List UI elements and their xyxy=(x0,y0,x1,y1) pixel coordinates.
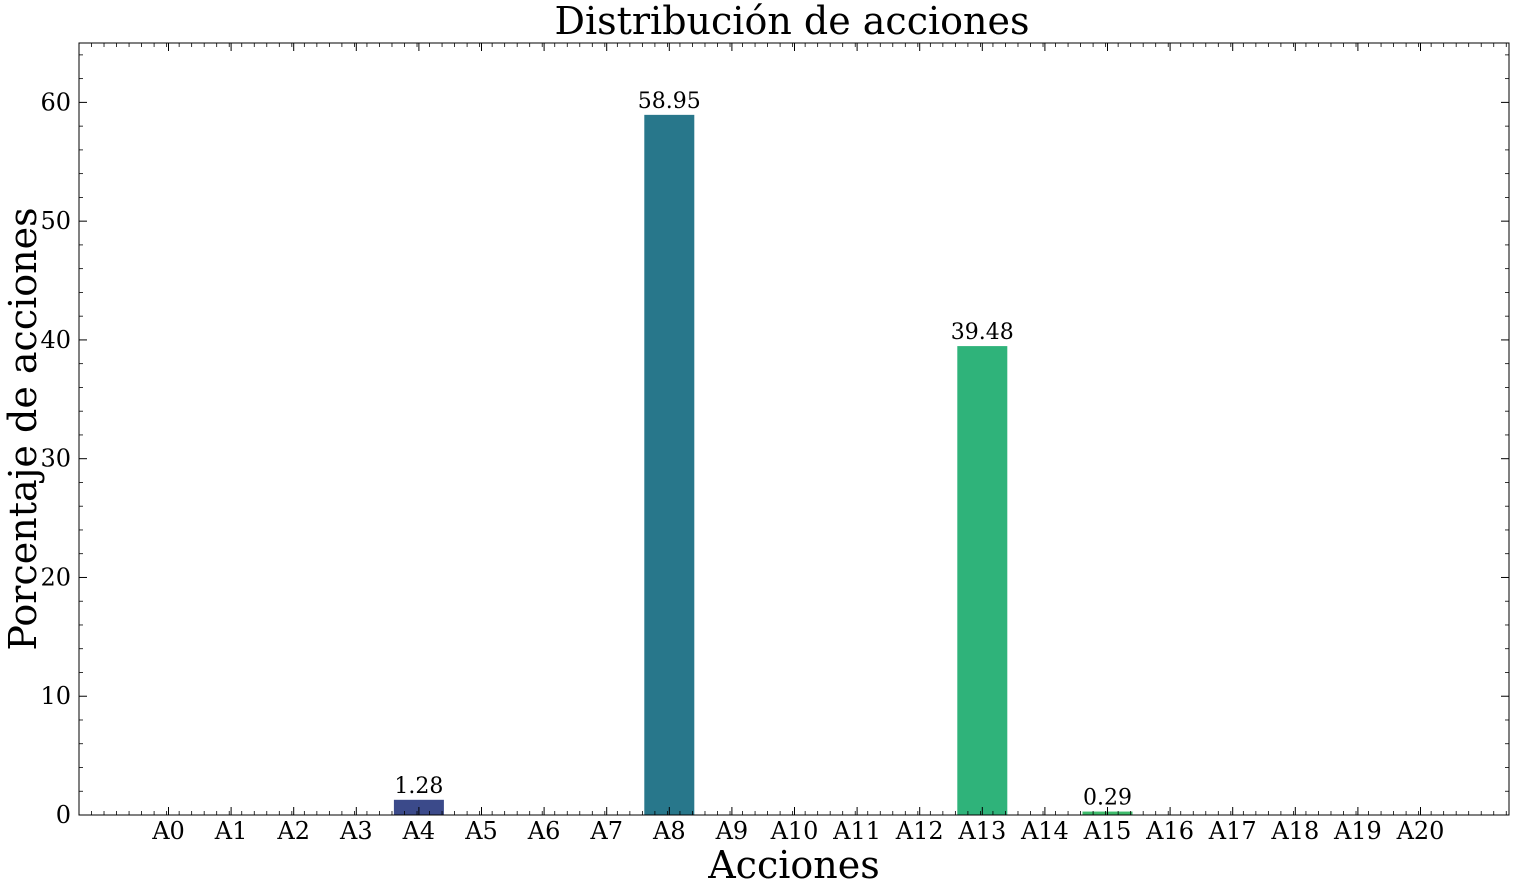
chart-title: Distribución de acciones xyxy=(555,0,1030,43)
y-tick-label: 0 xyxy=(56,801,71,829)
x-tick-label-A0: A0 xyxy=(151,817,185,845)
x-tick-label-A19: A19 xyxy=(1333,817,1382,845)
x-tick-label-A7: A7 xyxy=(589,817,623,845)
y-tick-label: 10 xyxy=(40,682,71,710)
x-tick-label-A6: A6 xyxy=(527,817,561,845)
x-tick-label-A17: A17 xyxy=(1208,817,1257,845)
x-tick-label-A20: A20 xyxy=(1396,817,1445,845)
x-tick-label-A12: A12 xyxy=(895,817,944,845)
data-label-A13: 39.48 xyxy=(951,320,1014,345)
x-tick-label-A14: A14 xyxy=(1020,817,1069,845)
y-tick-label: 20 xyxy=(40,563,71,591)
bar-A13 xyxy=(957,346,1008,815)
x-tick-label-A8: A8 xyxy=(652,817,686,845)
y-tick-label: 60 xyxy=(40,88,71,116)
bar-A8 xyxy=(644,114,695,815)
x-tick-label-A3: A3 xyxy=(339,817,373,845)
x-tick-label-A15: A15 xyxy=(1083,817,1132,845)
x-tick-label-A4: A4 xyxy=(402,817,436,845)
y-axis-label: Porcentaje de acciones xyxy=(1,207,45,650)
x-tick-label-A13: A13 xyxy=(957,817,1006,845)
plot-area: 1.28 58.95 39.48 0.29 0 10 20 30 40 50 60 A0 A1 A2 A3 A… xyxy=(40,42,1510,845)
x-tick-label-A16: A16 xyxy=(1145,817,1194,845)
x-tick-label-A11: A11 xyxy=(832,817,881,845)
plot-frame xyxy=(78,42,1510,816)
data-label-A4: 1.28 xyxy=(394,774,443,799)
x-tick-label-A9: A9 xyxy=(715,817,749,845)
y-tick-label: 40 xyxy=(40,326,71,354)
y-tick-label: 50 xyxy=(40,207,71,235)
x-tick-label-A10: A10 xyxy=(770,817,819,845)
data-label-A8: 58.95 xyxy=(638,89,701,114)
y-tick-label: 30 xyxy=(40,445,71,473)
x-tick-label-A18: A18 xyxy=(1270,817,1319,845)
x-tick-label-A5: A5 xyxy=(464,817,498,845)
data-label-A15: 0.29 xyxy=(1083,786,1132,811)
x-axis-label: Acciones xyxy=(707,843,880,887)
x-tick-label-A1: A1 xyxy=(214,817,248,845)
x-tick-label-A2: A2 xyxy=(276,817,310,845)
